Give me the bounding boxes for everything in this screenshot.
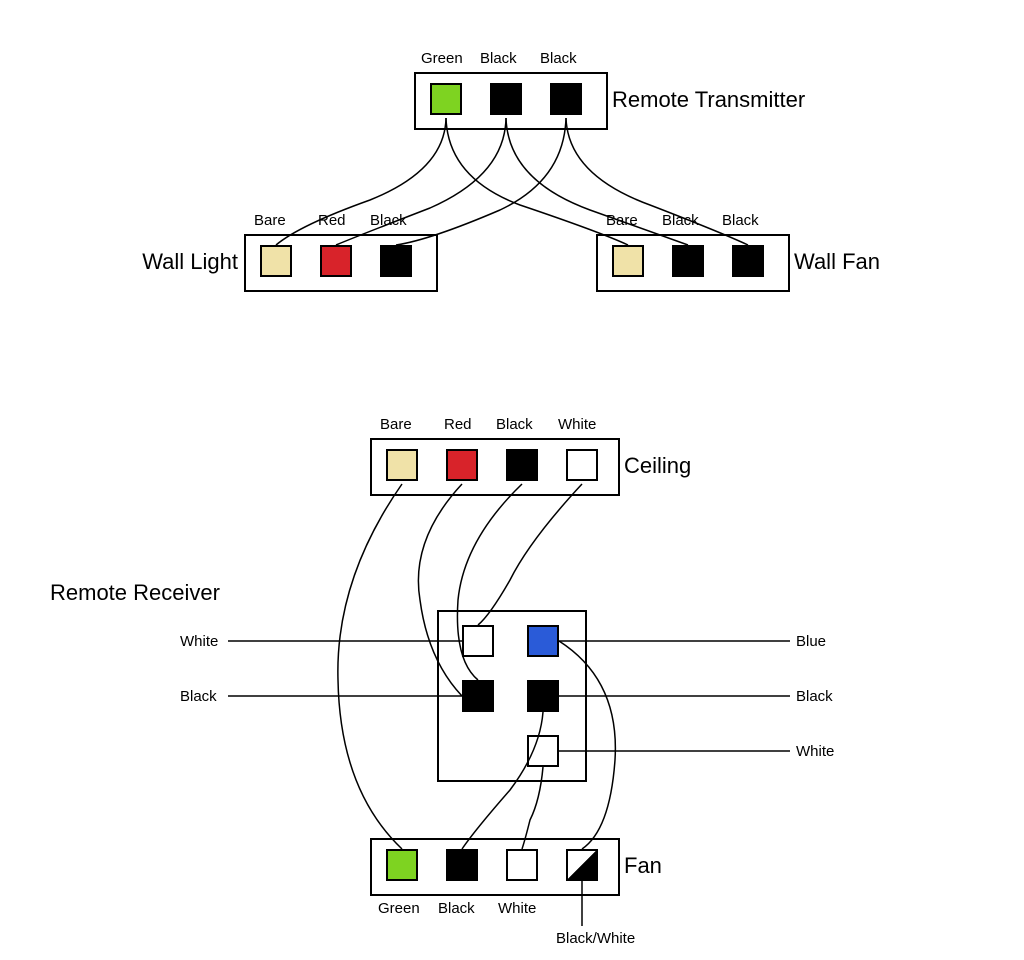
terminal-white: [462, 625, 494, 657]
wire-label: Green: [378, 900, 420, 917]
terminal-black: [490, 83, 522, 115]
terminal-white: [527, 735, 559, 767]
terminal-bare: [260, 245, 292, 277]
wire-label: Black/White: [556, 930, 635, 947]
wire-label: White: [796, 743, 834, 760]
terminal-black: [380, 245, 412, 277]
wire-label: Black: [480, 50, 517, 67]
wire-label: Bare: [606, 212, 638, 229]
remote-transmitter-title: Remote Transmitter: [612, 87, 805, 113]
wire-label: White: [558, 416, 596, 433]
wire-label: Black: [722, 212, 759, 229]
remote-receiver-box: [437, 610, 587, 782]
wire-label: Black: [796, 688, 833, 705]
terminal-bare: [386, 449, 418, 481]
terminal-black: [506, 449, 538, 481]
terminal-black: [462, 680, 494, 712]
terminal-white: [566, 449, 598, 481]
terminal-black: [672, 245, 704, 277]
wire-label: Green: [421, 50, 463, 67]
wire-label: Black: [438, 900, 475, 917]
wire-label: Red: [318, 212, 346, 229]
terminal-green: [430, 83, 462, 115]
wire-label: Black: [540, 50, 577, 67]
wall-light-title: Wall Light: [142, 249, 238, 275]
terminal-blue: [527, 625, 559, 657]
terminal-red: [320, 245, 352, 277]
wire-label: Black: [370, 212, 407, 229]
terminal-green: [386, 849, 418, 881]
wire-label: White: [498, 900, 536, 917]
wire-label: Bare: [380, 416, 412, 433]
terminal-black: [732, 245, 764, 277]
terminal-red: [446, 449, 478, 481]
wire-label: Black: [180, 688, 217, 705]
fan-title: Fan: [624, 853, 662, 879]
terminal-bare: [612, 245, 644, 277]
terminal-black-white: [566, 849, 598, 881]
terminal-white: [506, 849, 538, 881]
wire-label: Red: [444, 416, 472, 433]
terminal-black: [527, 680, 559, 712]
terminal-black: [446, 849, 478, 881]
wire-label: Bare: [254, 212, 286, 229]
terminal-black: [550, 83, 582, 115]
remote-receiver-title: Remote Receiver: [50, 580, 220, 606]
wall-fan-title: Wall Fan: [794, 249, 880, 275]
ceiling-title: Ceiling: [624, 453, 691, 479]
wire-label: Blue: [796, 633, 826, 650]
wiring-diagram: Green Black Black Remote Transmitter Bar…: [0, 0, 1024, 960]
wire-label: Black: [496, 416, 533, 433]
wire-label: White: [180, 633, 218, 650]
wire-label: Black: [662, 212, 699, 229]
